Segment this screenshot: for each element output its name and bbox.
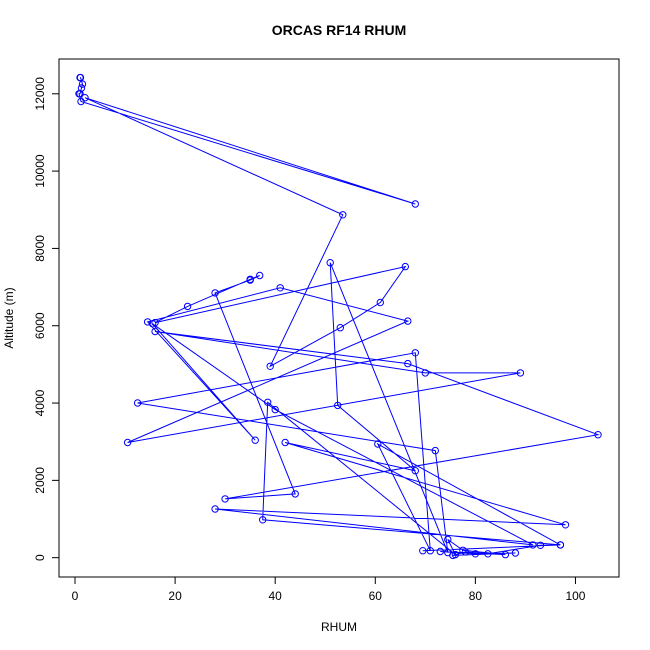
y-axis-label: Altitude (m) bbox=[2, 287, 16, 348]
data-point bbox=[151, 327, 159, 336]
data-point bbox=[75, 90, 83, 98]
series-line bbox=[78, 77, 600, 556]
data-point bbox=[259, 516, 267, 524]
data-point bbox=[404, 317, 412, 325]
data-point bbox=[251, 436, 259, 444]
x-tick-label: 0 bbox=[72, 589, 79, 603]
data-point bbox=[374, 440, 382, 448]
y-tick-label: 10000 bbox=[33, 154, 47, 188]
data-point bbox=[436, 547, 444, 556]
data-point bbox=[133, 399, 142, 407]
data-point bbox=[326, 259, 334, 267]
data-point bbox=[143, 318, 152, 326]
x-tick-label: 20 bbox=[168, 589, 182, 603]
data-point bbox=[264, 398, 272, 406]
data-point bbox=[256, 271, 264, 280]
data-point bbox=[421, 369, 429, 377]
data-point bbox=[561, 521, 570, 529]
data-point bbox=[221, 495, 229, 503]
data-point bbox=[211, 505, 219, 513]
data-point bbox=[594, 431, 602, 439]
data-point bbox=[511, 549, 520, 557]
data-point bbox=[444, 535, 452, 544]
data-point bbox=[501, 550, 510, 559]
data-point bbox=[411, 200, 419, 208]
data-point bbox=[211, 289, 219, 297]
series-layer bbox=[75, 73, 602, 560]
data-point bbox=[536, 541, 545, 549]
data-point bbox=[271, 405, 279, 414]
data-point bbox=[376, 298, 384, 307]
y-tick-label: 6000 bbox=[33, 312, 47, 339]
x-tick-label: 100 bbox=[565, 589, 585, 603]
y-tick-label: 12000 bbox=[33, 77, 47, 111]
data-point bbox=[78, 80, 87, 88]
data-point bbox=[411, 349, 419, 357]
data-point bbox=[449, 551, 457, 560]
data-point bbox=[556, 541, 565, 549]
data-point bbox=[426, 547, 434, 555]
data-point bbox=[401, 262, 409, 271]
x-axis: 0 20 40 60 80 100 bbox=[72, 576, 586, 603]
chart-title: ORCAS RF14 RHUM bbox=[272, 22, 407, 38]
data-point bbox=[516, 369, 525, 377]
data-point bbox=[281, 438, 289, 447]
y-tick-label: 4000 bbox=[33, 389, 47, 416]
data-point bbox=[339, 211, 347, 219]
data-point bbox=[77, 97, 85, 106]
data-point bbox=[291, 490, 299, 498]
data-point bbox=[419, 547, 427, 555]
data-point bbox=[266, 362, 274, 370]
data-point bbox=[81, 94, 89, 102]
data-point bbox=[276, 284, 284, 292]
x-tick-label: 80 bbox=[469, 589, 483, 603]
data-point bbox=[183, 302, 192, 311]
data-point bbox=[334, 401, 342, 410]
x-axis-label: RHUM bbox=[321, 620, 357, 634]
y-axis: 0 2000 4000 6000 8000 10000 12000 bbox=[33, 77, 60, 561]
data-point bbox=[471, 550, 480, 558]
data-point bbox=[411, 467, 419, 475]
data-point bbox=[336, 324, 344, 332]
data-point bbox=[123, 438, 132, 447]
data-point bbox=[529, 541, 537, 549]
data-point bbox=[246, 276, 254, 284]
data-point bbox=[404, 359, 412, 368]
x-tick-label: 60 bbox=[369, 589, 383, 603]
x-tick-label: 40 bbox=[269, 589, 283, 603]
y-tick-label: 8000 bbox=[33, 235, 47, 262]
data-point bbox=[148, 320, 157, 328]
data-point bbox=[461, 548, 470, 556]
data-point bbox=[484, 550, 492, 558]
data-point bbox=[76, 73, 85, 82]
data-point bbox=[431, 446, 439, 455]
y-tick-label: 0 bbox=[33, 554, 47, 561]
y-tick-label: 2000 bbox=[33, 467, 47, 494]
